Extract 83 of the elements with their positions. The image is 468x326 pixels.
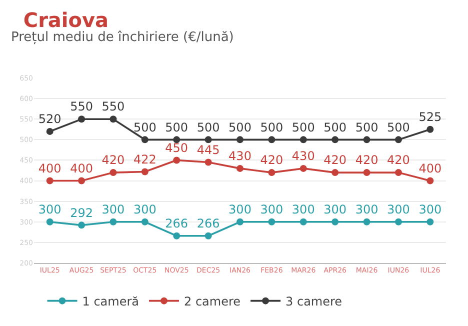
legend-label: 3 camere bbox=[286, 294, 342, 308]
data-label: 300 bbox=[38, 202, 62, 217]
point bbox=[363, 169, 370, 176]
point bbox=[394, 169, 402, 176]
data-label: 500 bbox=[387, 120, 410, 134]
point bbox=[332, 218, 339, 226]
point bbox=[426, 177, 434, 184]
data-label: 500 bbox=[165, 120, 188, 134]
data-label: 300 bbox=[355, 202, 378, 217]
data-label: 420 bbox=[324, 153, 347, 168]
point bbox=[363, 136, 370, 144]
point bbox=[141, 168, 148, 176]
point bbox=[78, 222, 86, 229]
point bbox=[426, 126, 434, 133]
point bbox=[236, 136, 244, 144]
point bbox=[173, 136, 180, 144]
point bbox=[141, 136, 148, 144]
point bbox=[268, 169, 276, 176]
data-label: 420 bbox=[355, 153, 378, 168]
point bbox=[78, 116, 86, 123]
point bbox=[78, 177, 86, 184]
point bbox=[363, 218, 370, 226]
data-label: 500 bbox=[324, 120, 347, 134]
data-label: 400 bbox=[38, 161, 62, 176]
data-label: 500 bbox=[292, 120, 315, 134]
data-label: 550 bbox=[102, 100, 125, 114]
data-label: 266 bbox=[196, 216, 220, 230]
data-label: 430 bbox=[228, 149, 252, 164]
data-label: 300 bbox=[387, 202, 410, 217]
point bbox=[300, 164, 307, 172]
point bbox=[300, 218, 307, 226]
legend-label: 1 cameră bbox=[82, 294, 140, 308]
legend-label: 2 camere bbox=[184, 294, 241, 308]
point bbox=[204, 136, 212, 144]
point bbox=[204, 232, 212, 240]
point bbox=[46, 218, 54, 226]
data-label: 300 bbox=[324, 202, 347, 217]
data-label: 420 bbox=[260, 153, 284, 168]
point bbox=[332, 136, 339, 144]
point bbox=[394, 218, 402, 226]
data-label: 300 bbox=[133, 202, 156, 217]
point bbox=[268, 218, 276, 226]
data-label: 500 bbox=[228, 120, 252, 134]
point bbox=[141, 218, 148, 226]
data-label: 420 bbox=[102, 153, 125, 168]
data-label: 400 bbox=[70, 161, 93, 176]
chart-subtitle: Prețul mediu de închiriere (€/lună) bbox=[11, 30, 234, 45]
data-label: 266 bbox=[165, 216, 188, 230]
point bbox=[46, 177, 54, 184]
data-label: 500 bbox=[260, 120, 284, 134]
point bbox=[110, 218, 117, 226]
data-label: 525 bbox=[418, 110, 442, 124]
data-label: 420 bbox=[387, 153, 410, 168]
data-label: 300 bbox=[260, 202, 284, 217]
data-label: 450 bbox=[165, 140, 188, 155]
point bbox=[236, 164, 244, 172]
data-label: 400 bbox=[418, 161, 442, 176]
point bbox=[110, 169, 117, 176]
point bbox=[268, 136, 276, 144]
point bbox=[173, 156, 180, 164]
point bbox=[394, 136, 402, 144]
data-label: 520 bbox=[38, 112, 62, 126]
point bbox=[300, 136, 307, 144]
data-label: 550 bbox=[70, 100, 93, 114]
data-label: 292 bbox=[70, 206, 93, 220]
data-label: 422 bbox=[133, 152, 156, 166]
data-label: 445 bbox=[196, 142, 220, 157]
point bbox=[173, 232, 180, 240]
point bbox=[110, 116, 117, 123]
point bbox=[204, 158, 212, 166]
data-label: 430 bbox=[292, 149, 315, 164]
point bbox=[236, 218, 244, 226]
point bbox=[332, 169, 339, 176]
data-label: 500 bbox=[355, 120, 378, 134]
chart-title: Craiova bbox=[23, 8, 109, 32]
data-label: 300 bbox=[418, 202, 442, 217]
data-label: 500 bbox=[196, 120, 220, 134]
point bbox=[46, 128, 54, 135]
data-label: 300 bbox=[102, 202, 125, 217]
data-label: 300 bbox=[228, 202, 252, 217]
data-label: 500 bbox=[133, 120, 156, 134]
data-label: 300 bbox=[292, 202, 315, 217]
point bbox=[426, 218, 434, 226]
